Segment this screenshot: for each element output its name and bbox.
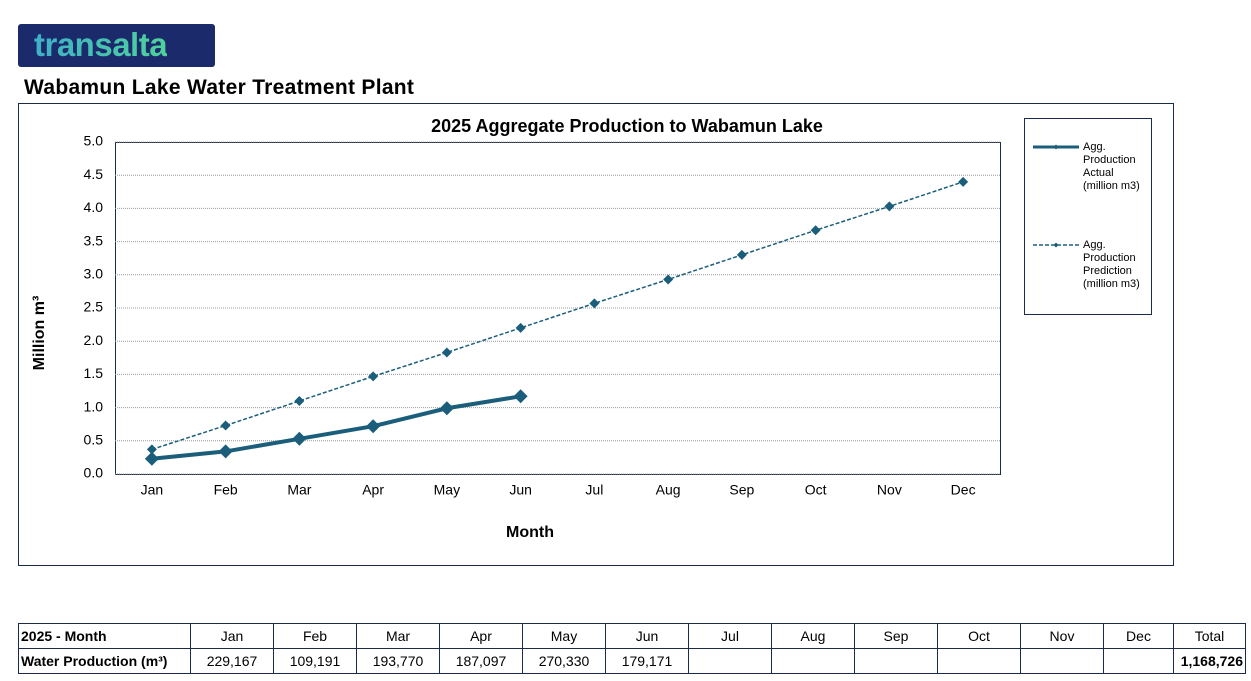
data-point	[146, 444, 157, 455]
data-point	[294, 395, 305, 406]
logo-text: transalta	[34, 26, 168, 63]
data-point	[292, 431, 307, 446]
table-cell: Dec	[1103, 623, 1174, 649]
table-cell: 193,770	[356, 648, 440, 674]
table-cell: Aug	[771, 623, 855, 649]
y-tick-label: 0.5	[84, 432, 104, 448]
y-tick-label: 4.5	[84, 166, 104, 182]
data-point	[144, 451, 159, 466]
y-tick-label: 1.5	[84, 365, 104, 381]
table-cell: 1,168,726	[1173, 648, 1246, 674]
x-tick-label: Jan	[141, 482, 164, 498]
data-point	[439, 401, 454, 416]
x-tick-label: Jul	[585, 482, 603, 498]
table-cell: 109,191	[273, 648, 357, 674]
chart-title: 2025 Aggregate Production to Wabamun Lak…	[431, 116, 823, 136]
legend-entry: Agg. Production Actual (million m3)	[1083, 141, 1140, 192]
table-cell: 179,171	[605, 648, 689, 674]
legend-marker	[1053, 144, 1059, 150]
series-line	[151, 394, 521, 461]
legend-marker	[1053, 242, 1059, 248]
table-cell: 187,097	[439, 648, 523, 674]
legend-label: Agg. Production Prediction (million m3)	[1083, 239, 1140, 290]
table-cell: Jun	[605, 623, 689, 649]
table-cell: Water Production (m³)	[18, 648, 191, 674]
x-tick-label: Feb	[214, 482, 238, 498]
y-tick-label: 3.0	[84, 266, 104, 282]
data-point	[366, 419, 381, 434]
logo: transalta	[18, 24, 215, 67]
table-cell: Oct	[937, 623, 1021, 649]
data-point	[589, 298, 600, 309]
data-point	[515, 322, 526, 333]
y-tick-label: 3.5	[84, 232, 104, 248]
table-row: 2025 - Month Jan Feb Mar Apr May Jun Jul Aug Sep O…	[18, 623, 1246, 649]
table-cell: Jan	[190, 623, 274, 649]
y-tick-label: 1.0	[84, 398, 104, 414]
data-point	[958, 176, 969, 187]
table-cell: Nov	[1020, 623, 1104, 649]
table-cell: 2025 - Month	[18, 623, 191, 649]
table-cell	[1103, 648, 1174, 674]
table-cell	[937, 648, 1021, 674]
table-cell: May	[522, 623, 606, 649]
table-cell: Feb	[273, 623, 357, 649]
x-axis-label: Month	[506, 524, 554, 541]
y-tick-label: 2.5	[84, 299, 104, 315]
data-point	[810, 225, 821, 236]
chart: 2025 Aggregate Production to Wabamun Lak…	[18, 103, 1174, 566]
table-cell: Sep	[854, 623, 938, 649]
table-cell: Mar	[356, 623, 440, 649]
y-tick-label: 2.0	[84, 332, 104, 348]
table-cell	[1020, 648, 1104, 674]
data-point	[513, 389, 528, 404]
table-cell	[688, 648, 772, 674]
table-cell	[854, 648, 938, 674]
chart-frame	[18, 103, 1174, 566]
x-tick-label: Oct	[805, 482, 827, 498]
x-tick-label: Nov	[877, 482, 902, 498]
x-tick-label: Dec	[951, 482, 976, 498]
y-tick-label: 0.0	[84, 465, 104, 481]
y-axis-label: Million m³	[31, 296, 48, 371]
x-tick-label: Sep	[729, 482, 754, 498]
y-tick-label: 4.0	[84, 199, 104, 215]
legend-entry: Agg. Production Prediction (million m3)	[1083, 239, 1140, 290]
table-cell: Apr	[439, 623, 523, 649]
table-cell	[771, 648, 855, 674]
table-cell: 229,167	[190, 648, 274, 674]
table-row: Water Production (m³) 229,167 109,191 193,7…	[18, 648, 1246, 674]
x-tick-label: Aug	[656, 482, 681, 498]
data-point	[441, 347, 452, 358]
x-tick-label: May	[434, 482, 460, 498]
y-tick-label: 5.0	[84, 133, 104, 149]
x-tick-label: Jun	[509, 482, 532, 498]
data-point	[884, 201, 895, 212]
page-title: Wabamun Lake Water Treatment Plant	[24, 76, 415, 99]
x-tick-label: Apr	[362, 482, 384, 498]
data-point	[218, 444, 233, 459]
table-cell: 270,330	[522, 648, 606, 674]
data-point	[220, 420, 231, 431]
legend-box	[1024, 118, 1152, 315]
table-cell: Jul	[688, 623, 772, 649]
series-line	[151, 181, 964, 451]
table-cell: Total	[1173, 623, 1246, 649]
data-point	[736, 249, 747, 260]
data-point	[368, 371, 379, 382]
legend-label: Agg. Production Actual (million m3)	[1083, 141, 1140, 192]
x-tick-label: Mar	[287, 482, 311, 498]
data-table: 2025 - Month Jan Feb Mar Apr May Jun Jul Aug Sep O…	[18, 623, 1246, 674]
data-point	[663, 274, 674, 285]
